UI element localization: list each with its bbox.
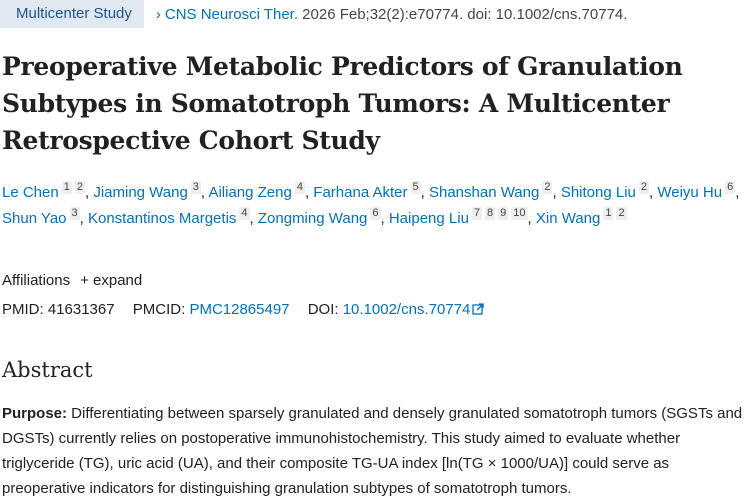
affiliation-number[interactable]: 4 xyxy=(294,181,305,194)
expand-affiliations-button[interactable]: + expand xyxy=(80,272,143,289)
doi-label: DOI: xyxy=(307,301,339,318)
affiliation-number[interactable]: 9 xyxy=(498,207,509,220)
author-link[interactable]: Le Chen xyxy=(2,184,59,201)
author: Le Chen 1 2, xyxy=(2,181,94,201)
article-identifiers: PMID: 41631367 PMCID: PMC12865497 DOI: 1… xyxy=(2,301,484,318)
affiliation-number[interactable]: 10 xyxy=(511,207,528,220)
affiliation-number[interactable]: 7 xyxy=(471,207,483,220)
affiliation-number[interactable]: 3 xyxy=(69,207,80,220)
author-link[interactable]: Farhana Akter xyxy=(313,184,408,201)
purpose-text: Differentiating between sparsely granula… xyxy=(2,405,743,497)
pmcid-link[interactable]: PMC12865497 xyxy=(189,301,290,318)
citation: › CNS Neurosci Ther. 2026 Feb;32(2):e7077… xyxy=(156,6,628,23)
doi-text: 10.1002/cns.70774 xyxy=(342,301,471,318)
author-link[interactable]: Haipeng Liu xyxy=(388,210,469,227)
pmcid-label: PMCID: xyxy=(132,301,186,318)
pmid-label: PMID: xyxy=(2,301,44,318)
abstract-heading: Abstract xyxy=(2,358,93,382)
author-link[interactable]: Jiaming Wang xyxy=(93,184,188,201)
abstract-text: Purpose: Differentiating between sparsel… xyxy=(2,401,750,501)
author: Farhana Akter 5, xyxy=(313,181,429,201)
affiliation-number[interactable]: 1 xyxy=(603,207,614,220)
author: Shitong Liu 2, xyxy=(560,181,658,201)
author: Shanshan Wang 2, xyxy=(428,181,561,201)
author: Ailiang Zeng 4, xyxy=(208,181,314,201)
doi-link[interactable]: 10.1002/cns.70774 xyxy=(343,301,485,318)
author-link[interactable]: Konstantinos Margetis xyxy=(87,210,237,227)
author: Weiyu Hu 6, xyxy=(657,181,740,201)
purpose-label: Purpose: xyxy=(2,405,68,422)
author-link[interactable]: Shanshan Wang xyxy=(428,184,540,201)
affiliation-number[interactable]: 8 xyxy=(485,207,496,220)
author-list: Le Chen 1 2, Jiaming Wang 3, Ailiang Zeng 4,… xyxy=(2,180,747,232)
affiliation-number[interactable]: 6 xyxy=(370,207,381,220)
affiliation-number[interactable]: 2 xyxy=(74,181,85,194)
author-link[interactable]: Zongming Wang xyxy=(257,210,368,227)
header-bar: Multicenter Study › CNS Neurosci Ther. 20… xyxy=(0,0,627,28)
affiliations: Affiliations + expand xyxy=(2,272,142,289)
author: Konstantinos Margetis 4, xyxy=(87,207,258,227)
affiliation-number[interactable]: 1 xyxy=(61,181,72,194)
affiliation-number[interactable]: 2 xyxy=(638,181,649,194)
article-type-badge: Multicenter Study xyxy=(0,0,144,28)
journal-link[interactable]: CNS Neurosci Ther. xyxy=(164,5,298,23)
affiliation-number[interactable]: 5 xyxy=(410,181,421,194)
author: Jiaming Wang 3, xyxy=(93,181,209,201)
author: Haipeng Liu 7 8 9 10, xyxy=(388,207,536,227)
author-link[interactable]: Weiyu Hu xyxy=(657,184,723,201)
pmid-value: 41631367 xyxy=(47,301,115,318)
author: Shun Yao 3, xyxy=(2,207,88,227)
author-link[interactable]: Shitong Liu xyxy=(560,184,636,201)
chevron-right-icon: › xyxy=(155,5,161,23)
author-link[interactable]: Xin Wang xyxy=(535,210,601,227)
external-link-icon xyxy=(472,303,484,315)
affiliation-number[interactable]: 2 xyxy=(542,181,553,194)
affiliation-number[interactable]: 3 xyxy=(190,181,201,194)
affiliation-number[interactable]: 4 xyxy=(239,207,250,220)
author-link[interactable]: Shun Yao xyxy=(2,210,67,227)
citation-text: 2026 Feb;32(2):e70774. doi: 10.1002/cns.… xyxy=(298,5,628,23)
affiliation-number[interactable]: 2 xyxy=(616,207,627,220)
author-link[interactable]: Ailiang Zeng xyxy=(208,184,292,201)
affiliations-label: Affiliations xyxy=(2,272,71,289)
affiliation-number[interactable]: 6 xyxy=(725,181,736,194)
article-title: Preoperative Metabolic Predictors of Gra… xyxy=(2,52,683,155)
author: Zongming Wang 6, xyxy=(257,207,389,227)
author: Xin Wang 1 2 xyxy=(535,207,627,227)
